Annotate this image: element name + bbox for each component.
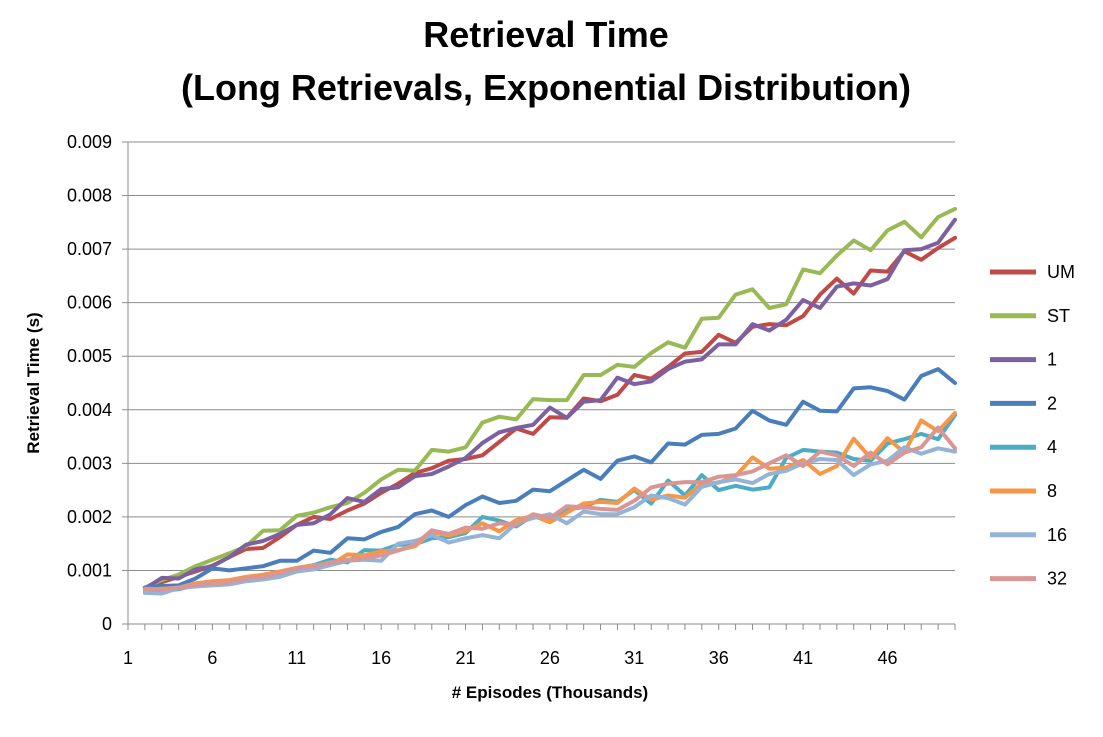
gridlines [128,141,955,571]
x-axis-title: # Episodes (Thousands) [452,683,648,702]
series-line-UM [142,235,957,590]
y-tick-label: 0.008 [67,186,112,206]
y-tick-label: 0.003 [67,453,112,473]
x-tick-label: 16 [371,648,391,668]
x-tick-label: 36 [709,648,729,668]
legend-label-UM: UM [1047,262,1075,282]
y-tick-label: 0.005 [67,346,112,366]
series-line-ST [142,206,957,590]
x-tick-label: 1 [123,648,133,668]
x-tick-label: 31 [624,648,644,668]
chart-title-line-2: (Long Retrievals, Exponential Distributi… [181,67,911,108]
legend-label-32: 32 [1047,569,1067,589]
x-axis-tick-labels: 1 6 11 16 21 26 31 36 41 46 [123,648,898,668]
chart-title-line-1: Retrieval Time [423,14,668,55]
legend: UM ST 1 2 4 8 16 32 [990,262,1075,589]
x-tick-label: 41 [793,648,813,668]
y-axis-title: Retrieval Time (s) [24,312,43,453]
y-tick-label: 0.007 [67,239,112,259]
legend-label-4: 4 [1047,437,1057,457]
x-tick-label: 46 [877,648,897,668]
series-line-16 [142,445,957,596]
legend-label-1: 1 [1047,350,1057,370]
legend-label-8: 8 [1047,481,1057,501]
series-line-1 [142,217,957,591]
legend-label-2: 2 [1047,393,1057,413]
y-tick-label: 0.006 [67,293,112,313]
x-tick-label: 26 [540,648,560,668]
y-tick-label: 0.004 [67,400,112,420]
x-tick-label: 21 [456,648,476,668]
x-tick-label: 11 [287,648,306,668]
x-tick-label: 6 [207,648,217,668]
axes [122,141,956,630]
y-tick-label: 0 [102,614,112,634]
y-axis-tick-labels: 0 0.001 0.002 0.003 0.004 0.005 0.006 0.007 0.00… [67,132,112,634]
legend-label-16: 16 [1047,525,1067,545]
y-tick-label: 0.001 [67,560,112,580]
series-line-2 [142,367,957,590]
y-tick-label: 0.009 [67,132,112,152]
y-tick-label: 0.002 [67,507,112,527]
series-line-32 [142,425,957,592]
legend-label-ST: ST [1047,306,1070,326]
series-lines [142,206,957,596]
